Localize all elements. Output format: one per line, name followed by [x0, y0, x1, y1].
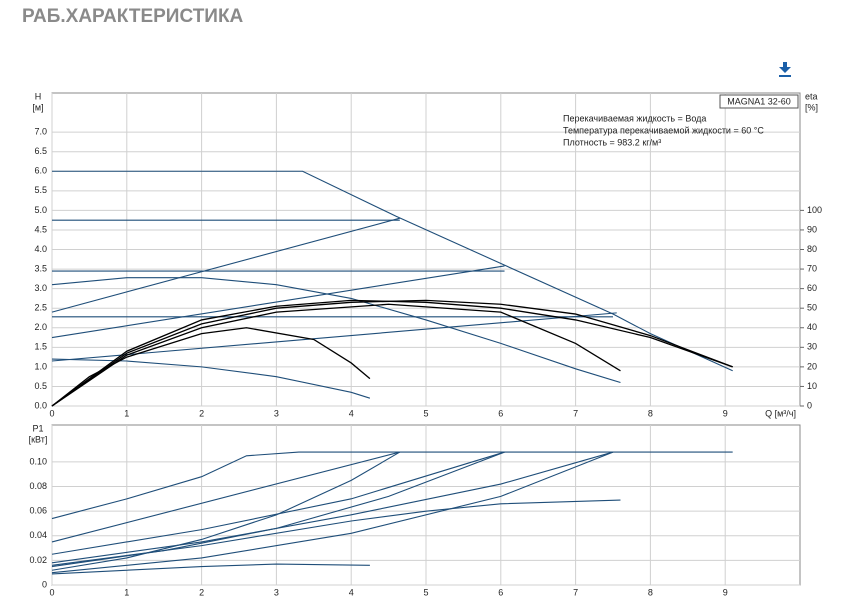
y-axis-unit: [кВт]	[29, 434, 48, 444]
curve	[51, 451, 614, 574]
x-tick-label: 3	[274, 587, 279, 597]
x-tick-label: 9	[723, 408, 728, 418]
curve	[51, 451, 401, 571]
curve	[51, 451, 614, 564]
x-tick-label: 2	[199, 408, 204, 418]
y-tick-label: 4.5	[34, 224, 47, 234]
y-tick-label: 1.5	[34, 342, 47, 352]
y-axis-unit: [м]	[32, 102, 43, 112]
curve	[51, 217, 400, 313]
y2-tick-label: 10	[807, 381, 817, 391]
y-tick-label: 5.0	[34, 205, 47, 215]
y-tick-label: 3.5	[34, 263, 47, 273]
x-tick-label: 4	[349, 587, 354, 597]
x-tick-label: 4	[349, 408, 354, 418]
y-tick-label: 7.0	[34, 127, 47, 137]
annotation: Перекачиваемая жидкость = Вода	[563, 113, 706, 123]
y2-tick-label: 0	[807, 400, 812, 410]
curve	[52, 170, 733, 372]
y2-tick-label: 50	[807, 303, 817, 313]
y-tick-label: 4.0	[34, 244, 47, 254]
curve	[51, 451, 400, 543]
y2-tick-label: 40	[807, 322, 817, 332]
x-tick-label: 7	[573, 408, 578, 418]
x-tick-label: 6	[498, 587, 503, 597]
y-tick-label: 2.0	[34, 322, 47, 332]
x-tick-label: 3	[274, 408, 279, 418]
x-tick-label: 8	[648, 408, 653, 418]
x-tick-label: 5	[423, 587, 428, 597]
y2-axis-label: eta	[805, 91, 818, 101]
y-tick-label: 0.5	[34, 381, 47, 391]
x-tick-label: 7	[573, 587, 578, 597]
y-tick-label: 6.5	[34, 146, 47, 156]
x-tick-label: 0	[49, 408, 54, 418]
curve	[51, 563, 370, 575]
y-axis-label: H	[35, 91, 42, 101]
y-tick-label: 2.5	[34, 303, 47, 313]
annotation: Плотность = 983.2 кг/м³	[563, 137, 661, 147]
y-tick-label: 0.02	[29, 555, 47, 565]
curve	[51, 303, 621, 407]
y-tick-label: 0.04	[29, 530, 47, 540]
x-tick-label: 1	[124, 408, 129, 418]
y2-tick-label: 30	[807, 342, 817, 352]
y-tick-label: 0.0	[34, 400, 47, 410]
x-tick-label: 5	[423, 408, 428, 418]
x-tick-label: 1	[124, 587, 129, 597]
y2-axis-unit: [%]	[805, 102, 818, 112]
y-tick-label: 6.0	[34, 166, 47, 176]
download-icon[interactable]	[779, 62, 791, 77]
annotation-box	[719, 94, 799, 109]
y2-tick-label: 60	[807, 283, 817, 293]
x-tick-label: 2	[199, 587, 204, 597]
curve	[51, 299, 733, 407]
annotation: Температура перекачиваемой жидкости = 60…	[563, 125, 764, 135]
y-tick-label: 5.5	[34, 185, 47, 195]
x-tick-label: 6	[498, 408, 503, 418]
y-tick-label: 0	[42, 579, 47, 589]
y2-tick-label: 80	[807, 244, 817, 254]
y-tick-label: 0.08	[29, 481, 47, 491]
curve	[51, 451, 733, 520]
y-tick-label: 1.0	[34, 361, 47, 371]
curve	[51, 451, 505, 555]
x-tick-label: 9	[723, 587, 728, 597]
x-tick-label: 0	[49, 587, 54, 597]
curve	[51, 499, 621, 566]
page-title: РАБ.ХАРАКТЕРИСТИКА	[22, 6, 244, 27]
annotation-title: MAGNA1 32-60	[727, 96, 791, 106]
y-axis-label: P1	[32, 423, 43, 433]
y-tick-label: 0.06	[29, 506, 47, 516]
x-axis-label: Q [м³/ч]	[765, 408, 796, 418]
curve	[51, 277, 621, 384]
y-tick-label: 0.10	[29, 456, 47, 466]
y2-tick-label: 70	[807, 263, 817, 273]
y2-tick-label: 100	[807, 205, 822, 215]
curve	[51, 265, 505, 339]
y2-tick-label: 90	[807, 224, 817, 234]
y2-tick-label: 20	[807, 361, 817, 371]
y-tick-label: 3.0	[34, 283, 47, 293]
x-tick-label: 8	[648, 587, 653, 597]
